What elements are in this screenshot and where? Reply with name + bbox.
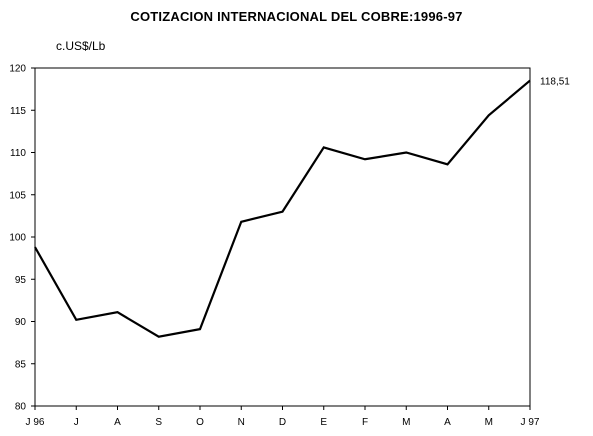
x-tick-label: S bbox=[155, 417, 162, 428]
x-tick-label: J 96 bbox=[26, 417, 45, 428]
y-tick-label: 95 bbox=[15, 275, 27, 286]
y-tick-label: 115 bbox=[10, 106, 26, 117]
y-tick-label: 110 bbox=[10, 148, 26, 159]
x-tick-label: A bbox=[114, 417, 121, 428]
y-tick-label: 90 bbox=[15, 317, 27, 328]
x-tick-label: F bbox=[362, 417, 368, 428]
y-tick-label: 100 bbox=[9, 233, 26, 244]
x-tick-label: D bbox=[279, 417, 286, 428]
y-tick-label: 80 bbox=[15, 402, 27, 413]
x-tick-label: N bbox=[238, 417, 245, 428]
x-tick-label: J bbox=[74, 417, 79, 428]
x-tick-label: M bbox=[485, 417, 493, 428]
plot-frame bbox=[34, 67, 531, 407]
end-value-label: 118,51 bbox=[540, 77, 570, 88]
x-tick-label: A bbox=[444, 417, 451, 428]
chart-title: COTIZACION INTERNACIONAL DEL COBRE:1996-… bbox=[130, 9, 463, 24]
x-tick-label: E bbox=[320, 417, 327, 428]
series-line bbox=[34, 79, 531, 338]
y-tick-label: 105 bbox=[9, 190, 26, 201]
y-tick-label: 85 bbox=[15, 359, 27, 370]
x-tick-label: M bbox=[402, 417, 410, 428]
x-tick-label: O bbox=[196, 417, 204, 428]
y-axis-unit-label: c.US$/Lb bbox=[56, 39, 106, 53]
x-tick-label: J 97 bbox=[521, 417, 540, 428]
y-tick-label: 120 bbox=[9, 64, 26, 75]
